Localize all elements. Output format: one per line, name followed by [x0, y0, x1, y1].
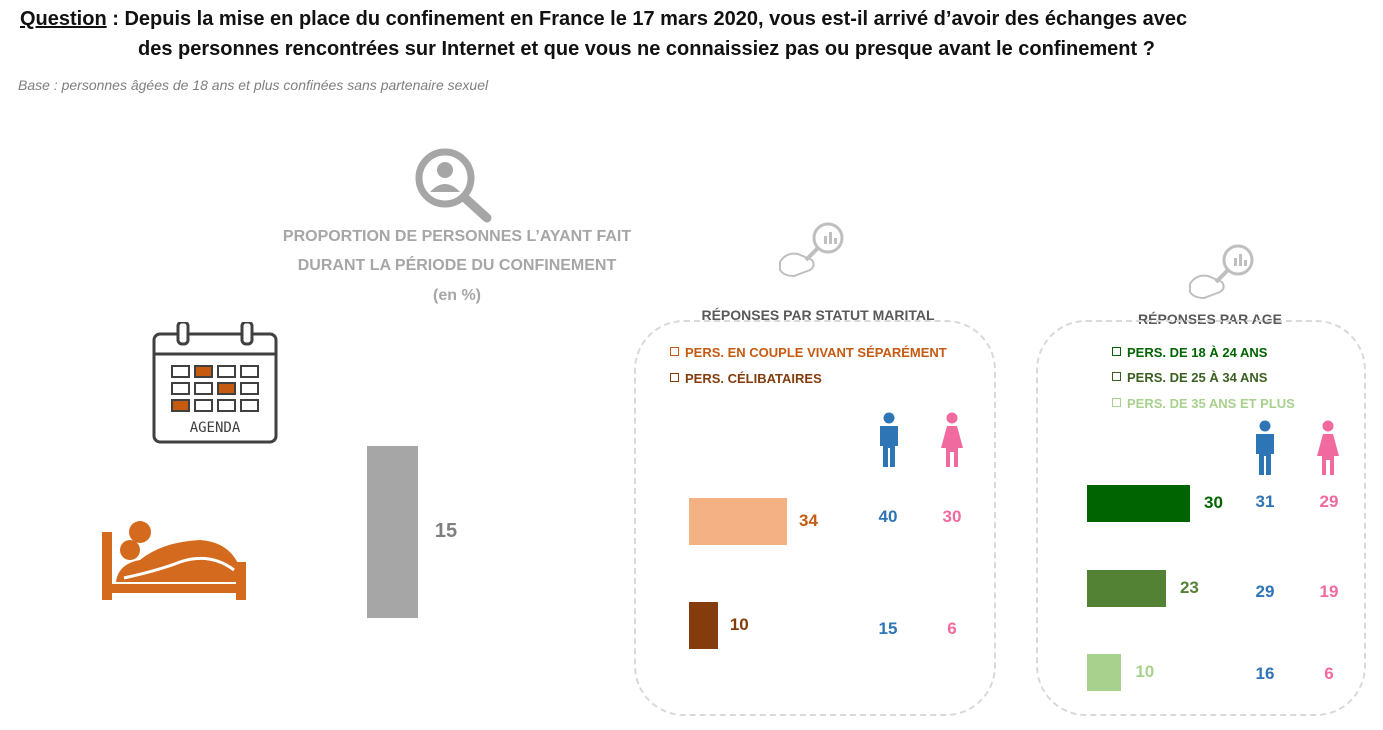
age-value-25-34: 23 [1179, 577, 1199, 597]
marital-male-couple: 40 [878, 507, 898, 526]
legend-celib-label: PERS. CÉLIBATAIRES [685, 371, 822, 386]
age-panel-title: RÉPONSES PAR AGE [1138, 311, 1282, 327]
hand-magnifier-icon [779, 222, 844, 278]
question-text-1: : Depuis la mise en place du confinement… [106, 8, 1188, 30]
age-panel [1036, 320, 1366, 716]
overall-value-label: 15 [434, 520, 458, 542]
age-female-18-24: 29 [1319, 492, 1339, 511]
marital-female-celib: 6 [947, 619, 957, 638]
agenda-label: AGENDA [189, 420, 241, 436]
female-icon [1317, 420, 1339, 475]
legend-age-18-24-label: PERS. DE 18 À 24 ANS [1127, 345, 1268, 360]
marital-male-celib: 15 [878, 619, 898, 638]
overall-bar [367, 446, 418, 618]
age-bar-25-34 [1087, 570, 1166, 607]
age-bar-35-plus [1087, 654, 1122, 691]
overall-unit: (en %) [433, 287, 481, 304]
marital-value-couple: 34 [799, 510, 818, 530]
age-female-35-plus: 6 [1324, 664, 1334, 683]
legend-age-35-plus-label: PERS. DE 35 ANS ET PLUS [1127, 396, 1295, 411]
age-male-18-24: 31 [1255, 492, 1275, 511]
male-icon [1256, 420, 1274, 475]
marital-panel [634, 320, 996, 716]
male-icon [880, 412, 898, 467]
marital-bar-celib [689, 602, 718, 649]
age-female-25-34: 19 [1319, 582, 1339, 601]
age-male-25-34: 29 [1255, 582, 1275, 601]
legend-couple: PERS. EN COUPLE VIVANT SÉPARÉMENT [670, 345, 947, 360]
marital-female-couple: 30 [942, 507, 962, 526]
age-male-35-plus: 16 [1255, 664, 1275, 683]
age-value-18-24: 30 [1204, 492, 1223, 512]
marital-panel-title: RÉPONSES PAR STATUT MARITAL [701, 307, 935, 323]
overall-heading-line-2: DURANT LA PÉRIODE DU CONFINEMENT [297, 257, 617, 274]
magnifier-person-icon [415, 148, 492, 223]
age-value-35-plus: 10 [1135, 661, 1155, 681]
question-line-1: Question : Depuis la mise en place du co… [20, 8, 1187, 31]
calendar-icon: AGENDA [152, 320, 278, 444]
hand-magnifier-icon [1189, 244, 1254, 300]
legend-age-25-34: PERS. DE 25 À 34 ANS [1112, 370, 1267, 385]
question-label: Question [20, 8, 107, 30]
female-icon [941, 412, 963, 467]
marital-bar-couple [689, 498, 787, 545]
question-line-2: des personnes rencontrées sur Internet e… [138, 38, 1155, 60]
base-note: Base : personnes âgées de 18 ans et plus… [18, 77, 489, 93]
legend-celib: PERS. CÉLIBATAIRES [670, 371, 822, 386]
legend-couple-label: PERS. EN COUPLE VIVANT SÉPARÉMENT [685, 345, 947, 360]
overall-heading-line-1: PROPORTION DE PERSONNES L’AYANT FAIT [282, 228, 632, 245]
marital-value-celib: 10 [729, 614, 749, 634]
legend-age-25-34-label: PERS. DE 25 À 34 ANS [1127, 370, 1268, 385]
legend-age-18-24: PERS. DE 18 À 24 ANS [1112, 345, 1267, 360]
couple-in-bed-icon [102, 521, 246, 600]
legend-age-35-plus: PERS. DE 35 ANS ET PLUS [1112, 396, 1295, 411]
age-bar-18-24 [1087, 485, 1190, 522]
